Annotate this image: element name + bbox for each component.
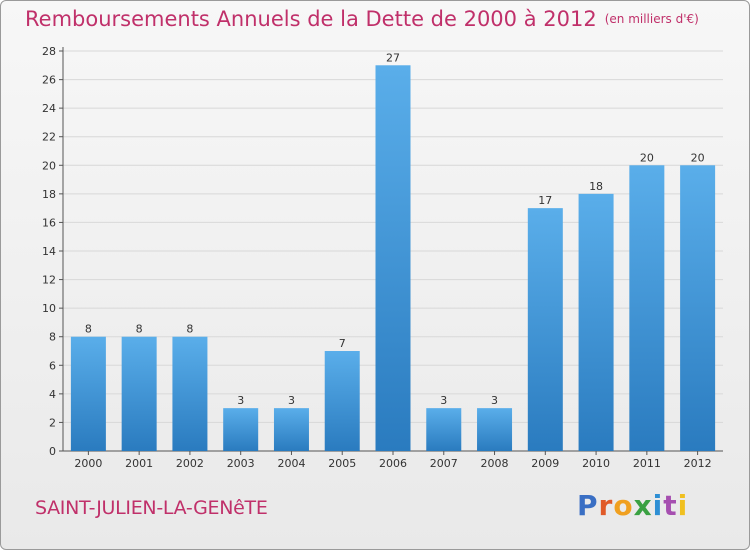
x-tick-label: 2011	[633, 457, 661, 470]
data-label: 17	[538, 194, 552, 207]
data-label: 20	[691, 151, 705, 164]
data-label: 7	[339, 337, 346, 350]
bar	[273, 408, 309, 451]
y-tick-label: 6	[49, 359, 56, 372]
data-label: 8	[186, 323, 193, 336]
y-tick-label: 18	[42, 188, 56, 201]
logo-letter: i	[652, 489, 664, 522]
x-tick-label: 2009	[531, 457, 559, 470]
bar	[426, 408, 462, 451]
chart-title: Remboursements Annuels de la Dette de 20…	[25, 7, 699, 31]
x-tick-label: 2012	[684, 457, 712, 470]
logo-letter: o	[613, 489, 634, 522]
logo-letter: t	[663, 489, 678, 522]
data-label: 3	[491, 394, 498, 407]
bar	[578, 193, 614, 451]
y-tick-label: 4	[49, 388, 56, 401]
x-tick-labels: 2000 2001 2002 2003 2004 2005 2006 2007 2008 2009…	[74, 457, 711, 470]
data-label: 18	[589, 180, 603, 193]
data-label: 20	[640, 151, 654, 164]
bar	[680, 165, 716, 452]
bar	[121, 336, 157, 451]
data-label: 3	[237, 394, 244, 407]
chart-title-text: Remboursements Annuels de la Dette de 20…	[25, 7, 597, 31]
bar	[527, 208, 563, 451]
bars	[70, 65, 716, 452]
bar	[629, 165, 665, 452]
chart-subtitle: (en milliers d'€)	[604, 12, 699, 26]
data-labels: 8 8 8 3 3 7 27 3 3 17 18 20 20	[85, 51, 705, 407]
y-tick-label: 0	[49, 445, 56, 458]
data-label: 8	[85, 323, 92, 336]
bar	[70, 336, 106, 451]
y-tick-label: 22	[42, 131, 56, 144]
logo-letter: r	[598, 489, 614, 522]
data-label: 3	[440, 394, 447, 407]
x-tick-label: 2005	[328, 457, 356, 470]
y-tick-label: 20	[42, 159, 56, 172]
data-label: 27	[386, 51, 400, 64]
x-tick-label: 2008	[481, 457, 509, 470]
logo-letter: i	[677, 489, 689, 522]
bar	[223, 408, 259, 451]
y-tick-label: 8	[49, 331, 56, 344]
x-tick-label: 2006	[379, 457, 407, 470]
x-tick-label: 2004	[277, 457, 305, 470]
x-tick-label: 2003	[227, 457, 255, 470]
bar	[477, 408, 513, 451]
data-label: 3	[288, 394, 295, 407]
commune-name: SAINT-JULIEN-LA-GENêTE	[35, 497, 268, 519]
y-tick-label: 2	[49, 416, 56, 429]
x-tick-label: 2000	[74, 457, 102, 470]
bar	[172, 336, 208, 451]
y-tick-label: 24	[42, 102, 56, 115]
y-tick-label: 12	[42, 274, 56, 287]
x-tick-label: 2010	[582, 457, 610, 470]
y-tick-label: 14	[42, 245, 56, 258]
x-tick-label: 2001	[125, 457, 153, 470]
y-tick-label: 16	[42, 216, 56, 229]
logo-letter: x	[633, 489, 653, 522]
y-tick-label: 10	[42, 302, 56, 315]
proxiti-logo: Proxiti	[577, 489, 688, 522]
logo-letter: P	[577, 489, 599, 522]
bar	[324, 351, 360, 451]
x-tick-label: 2007	[430, 457, 458, 470]
y-tick-label: 26	[42, 74, 56, 87]
x-tick-label: 2002	[176, 457, 204, 470]
data-label: 8	[136, 323, 143, 336]
y-tick-label: 28	[42, 45, 56, 58]
bar	[375, 65, 411, 452]
